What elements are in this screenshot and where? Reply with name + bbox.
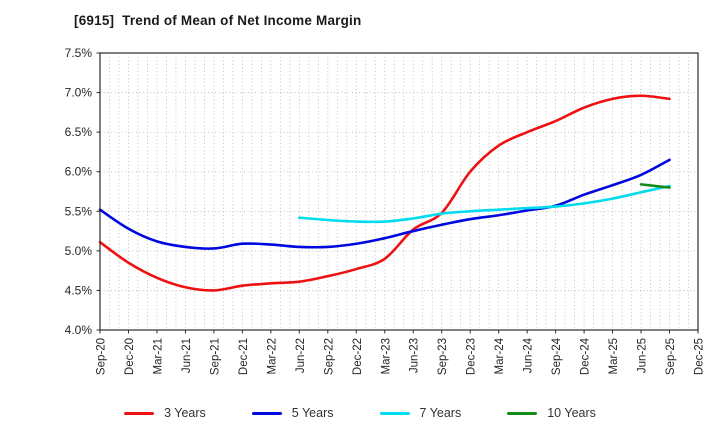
series-line-7-years <box>298 184 671 224</box>
x-tick-label: Mar-25 <box>608 338 620 374</box>
x-tick-label: Dec-24 <box>580 337 592 375</box>
y-tick-label: 5.0% <box>65 244 93 258</box>
y-tick-label: 7.0% <box>65 86 93 100</box>
x-tick-label: Jun-21 <box>181 338 193 373</box>
x-tick-label: Sep-23 <box>437 338 449 375</box>
x-tick-label: Mar-23 <box>380 338 392 374</box>
x-tick-label: Dec-23 <box>466 338 478 375</box>
x-tick-label: Dec-22 <box>352 338 364 375</box>
x-tick-label: Dec-25 <box>694 338 706 375</box>
legend-label: 3 Years <box>164 406 206 420</box>
legend-swatch <box>379 411 410 415</box>
y-tick-label: 4.0% <box>65 323 93 337</box>
y-tick-label: 6.5% <box>65 125 93 139</box>
y-tick-label: 5.5% <box>65 204 93 218</box>
x-tick-label: Dec-21 <box>238 338 250 375</box>
legend-swatch <box>507 411 538 415</box>
series-line-5-years <box>98 158 671 250</box>
gridlines <box>100 53 698 330</box>
x-tick-label: Sep-21 <box>209 338 221 375</box>
chart-legend: 3 Years 5 Years 7 Years 10 Years <box>0 406 720 420</box>
series-line-3-years <box>98 94 671 292</box>
x-tick-label: Sep-25 <box>665 338 677 375</box>
plot-border <box>99 52 699 331</box>
x-tick-label: Mar-24 <box>494 337 506 374</box>
series-line-10-years <box>639 183 671 189</box>
y-tick-label: 7.5% <box>65 46 93 60</box>
x-tick-label: Jun-24 <box>523 337 535 373</box>
x-tick-label: Sep-22 <box>323 338 335 375</box>
legend-label: 5 Years <box>291 406 334 420</box>
legend-swatch <box>251 411 282 415</box>
x-tick-label: Sep-24 <box>551 337 563 375</box>
y-tick-label: 6.0% <box>65 165 93 179</box>
legend-item-7-years: 7 Years <box>379 406 462 420</box>
legend-item-10-years: 10 Years <box>507 406 596 420</box>
x-tick-label: Jun-23 <box>409 338 421 373</box>
legend-label: 10 Years <box>547 406 596 420</box>
legend-item-5-years: 5 Years <box>251 406 334 420</box>
x-tick-label: Mar-22 <box>266 338 278 374</box>
x-tick-label: Dec-20 <box>124 338 136 375</box>
x-tick-label: Sep-20 <box>96 338 108 375</box>
x-tick-label: Jun-22 <box>295 338 307 373</box>
x-tick-label: Jun-25 <box>637 338 649 373</box>
y-tick-label: 4.5% <box>65 283 93 297</box>
legend-label: 7 Years <box>419 406 462 420</box>
x-tick-label: Mar-21 <box>152 338 164 374</box>
legend-item-3-years: 3 Years <box>124 406 206 420</box>
legend-swatch <box>124 411 155 415</box>
chart-title: [6915] Trend of Mean of Net Income Margi… <box>74 13 362 28</box>
